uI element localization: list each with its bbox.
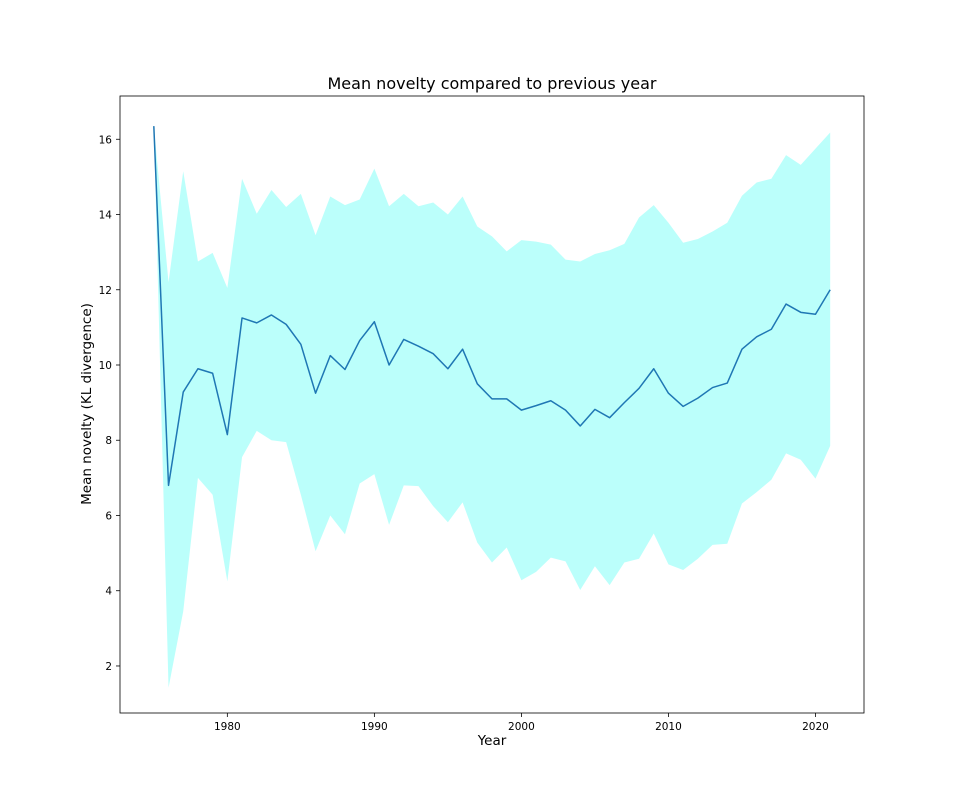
x-tick-label: 2000 [508,721,535,733]
x-tick-label: 2010 [655,721,682,733]
y-tick-label: 16 [99,134,113,146]
x-axis-label: Year [477,733,507,749]
plot-area [119,95,865,714]
y-tick-label: 4 [105,586,112,598]
y-axis: 2 4 6 8 10 12 14 16 [99,134,120,673]
y-tick-label: 8 [105,435,112,447]
x-tick-label: 1980 [214,721,241,733]
mean-novelty-line [153,126,831,487]
axes-frame [119,95,865,714]
std-band [153,126,831,688]
y-axis-label: Mean novelty (KL divergence) [79,303,95,505]
x-axis: 1980 1990 2000 2010 2020 [214,713,829,733]
y-tick-label: 14 [99,210,113,222]
x-tick-label: 2020 [802,721,829,733]
y-tick-label: 2 [105,661,112,673]
chart-title: Mean novelty compared to previous year [328,74,657,93]
y-tick-label: 12 [99,285,112,297]
y-tick-label: 6 [105,510,112,522]
y-tick-label: 10 [99,360,112,372]
x-tick-label: 1990 [361,721,388,733]
